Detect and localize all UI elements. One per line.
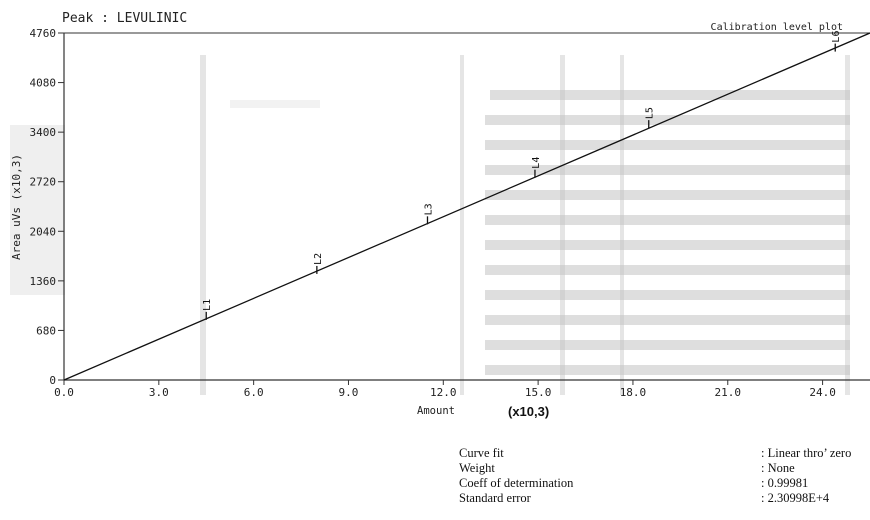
x-tick-label: 3.0: [149, 386, 169, 399]
stat-value: : 0.99981: [761, 476, 809, 490]
x-tick-label: 18.0: [620, 386, 647, 399]
x-tick-label: 15.0: [525, 386, 552, 399]
x-tick-label: 21.0: [715, 386, 742, 399]
stat-value: : None: [761, 461, 795, 475]
y-tick-label: 4080: [30, 77, 57, 90]
y-axis-label: Area uVs (x10,3): [10, 154, 23, 260]
amount-multiplier: (x10,3): [508, 404, 550, 419]
x-axis-label: Amount: [417, 405, 455, 417]
stat-label: Curve fit: [459, 446, 504, 460]
x-tick-label: 6.0: [244, 386, 264, 399]
stat-label: Coeff of determination: [459, 476, 574, 490]
y-tick-label: 2720: [30, 176, 57, 189]
level-label: L3: [423, 203, 434, 215]
calibration-chart: Peak : LEVULINIC Calibration level plot …: [10, 11, 870, 417]
level-label: L2: [313, 253, 324, 265]
y-tick-label: 4760: [30, 27, 57, 40]
peak-label: Peak : LEVULINIC: [62, 11, 187, 26]
y-tick-label: 3400: [30, 126, 57, 139]
y-tick-label: 1360: [30, 275, 57, 288]
y-tick-label: 0: [49, 374, 56, 387]
level-label: L1: [202, 299, 213, 311]
x-tick-label: 9.0: [339, 386, 359, 399]
calibration-fit-line: [63, 32, 870, 381]
stat-label: Weight: [459, 461, 495, 475]
x-tick-label: 0.0: [54, 386, 74, 399]
stat-value: : 2.30998E+4: [761, 491, 830, 505]
x-tick-label: 24.0: [809, 386, 836, 399]
stat-row: Weight : None: [459, 461, 870, 476]
stat-row: Coeff of determination : 0.99981: [459, 476, 870, 491]
stat-label: Standard error: [459, 491, 531, 505]
x-tick-label: 12.0: [430, 386, 457, 399]
stat-row: Curve fit : Linear thro’ zero: [459, 446, 870, 461]
level-label: L5: [645, 107, 656, 119]
level-label: L6: [831, 31, 842, 43]
fit-statistics: Curve fit : Linear thro’ zero Weight : None…: [459, 446, 870, 506]
y-tick-label: 2040: [30, 225, 57, 238]
stat-value: : Linear thro’ zero: [761, 446, 852, 460]
y-tick-label: 680: [36, 324, 56, 337]
stat-row: Standard error : 2.30998E+4: [459, 491, 870, 506]
level-label: L4: [531, 157, 542, 169]
plot-title: Calibration level plot: [711, 22, 843, 33]
